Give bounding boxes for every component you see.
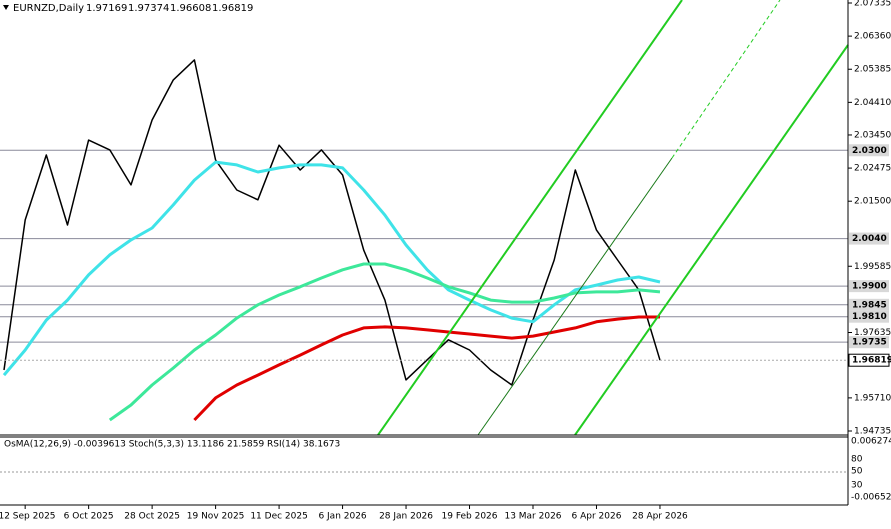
x-tick-label: 6 Apr 2026 [572,512,622,522]
level-label-box [849,336,889,349]
y-tick-label: 1.97635 [854,328,891,338]
channel-line [671,0,781,159]
indicator-legend: OsMA(12,26,9) -0.0039613 Stoch(5,3,3) 13… [4,440,340,450]
dropdown-icon[interactable] [3,5,9,10]
channel-line [377,0,683,436]
indicator-axis: 0.006274 80 50 30 -0.006525 [851,437,891,503]
y-tick-label: 2.03450 [854,130,891,140]
current-price-box [848,353,890,367]
y-tick-label: 2.04410 [854,98,891,108]
close: 1.96819 [212,3,253,14]
channel-line [574,44,849,436]
x-tick-label: 28 Oct 2025 [124,512,180,522]
current-price-label: 1.96819 [852,356,891,366]
level-label-box [849,232,889,245]
level-label-box [849,310,889,323]
x-tick-label: 13 Mar 2026 [504,512,561,522]
channel-line [477,157,673,436]
price-line [2,160,661,377]
symbol-title: EURNZD,Daily [13,3,84,14]
price-line [3,59,661,386]
channel-lines [377,0,849,436]
y-tick-label: 1.99585 [854,262,891,272]
x-tick-label: 11 Dec 2025 [250,512,308,522]
x-tick-label: 12 Sep 2025 [0,512,56,522]
high: 1.97374 [128,3,169,14]
y-tick-label: 2.05385 [854,65,891,75]
y-tick-label: 2.01500 [854,197,891,207]
price-line [193,315,660,422]
x-tick-label: 28 Apr 2026 [632,512,688,522]
low: 1.96608 [170,3,211,14]
indicator-scale-label: -0.006525 [851,493,891,503]
level-label: 1.9845 [852,300,887,310]
level-label-box [849,298,889,311]
indicator-scale-label: 30 [851,481,863,491]
x-tick-label: 19 Feb 2026 [442,512,498,522]
open: 1.97169 [86,3,127,14]
x-tick-label: 19 Nov 2025 [187,512,245,522]
level-label: 2.0300 [852,146,887,156]
level-label-box [849,144,889,157]
level-label: 1.9735 [852,338,887,348]
level-label: 1.9810 [852,312,887,322]
y-tick-label: 2.07335 [854,0,891,9]
level-label: 2.0040 [852,234,887,244]
x-tick-label: 6 Jan 2026 [318,512,366,522]
x-tick-label: 28 Jan 2026 [379,512,433,522]
price-line [108,262,661,422]
level-label: 1.9900 [852,282,887,292]
y-tick-label: 1.95710 [854,393,891,403]
y-tick-label: 2.06360 [854,32,891,42]
indicator-scale-label: 50 [851,467,863,477]
y-tick-label: 2.02475 [854,164,891,174]
price-plot [0,59,848,422]
x-tick-label: 6 Oct 2025 [64,512,114,522]
indicator-scale-label: 80 [851,455,863,465]
y-tick-label: 1.94735 [854,427,891,437]
level-label-box [849,280,889,293]
indicator-scale-label: 0.006274 [851,437,891,447]
